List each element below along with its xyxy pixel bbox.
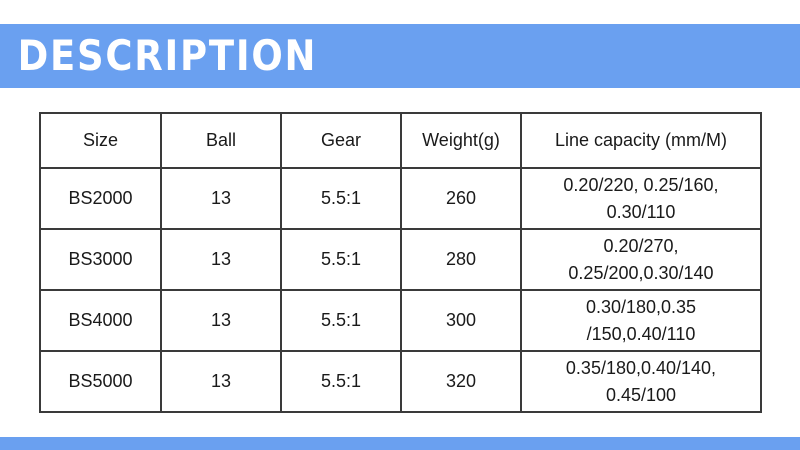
table-header-row: Size Ball Gear Weight(g) Line capacity (… bbox=[39, 112, 762, 169]
cell-weight: 260 bbox=[400, 167, 522, 230]
col-header-weight: Weight(g) bbox=[400, 112, 522, 169]
table-row: BS5000 13 5.5:1 320 0.35/180,0.40/140, 0… bbox=[39, 350, 762, 413]
col-header-ball: Ball bbox=[160, 112, 282, 169]
bottom-accent-bar bbox=[0, 437, 800, 450]
col-header-size: Size bbox=[39, 112, 162, 169]
cell-line-capacity: 0.20/270, 0.25/200,0.30/140 bbox=[520, 228, 762, 291]
table-row: BS2000 13 5.5:1 260 0.20/220, 0.25/160, … bbox=[39, 167, 762, 230]
col-header-gear: Gear bbox=[280, 112, 402, 169]
cell-size: BS5000 bbox=[39, 350, 162, 413]
cell-weight: 280 bbox=[400, 228, 522, 291]
cell-ball: 13 bbox=[160, 350, 282, 413]
cell-weight: 320 bbox=[400, 350, 522, 413]
cell-ball: 13 bbox=[160, 289, 282, 352]
banner-title: DESCRIPTION bbox=[17, 31, 318, 80]
description-banner: DESCRIPTION bbox=[0, 24, 800, 88]
cell-weight: 300 bbox=[400, 289, 522, 352]
table-row: BS4000 13 5.5:1 300 0.30/180,0.35 /150,0… bbox=[39, 289, 762, 352]
cell-ball: 13 bbox=[160, 228, 282, 291]
cell-gear: 5.5:1 bbox=[280, 167, 402, 230]
cell-line-capacity: 0.35/180,0.40/140, 0.45/100 bbox=[520, 350, 762, 413]
cell-line-capacity: 0.30/180,0.35 /150,0.40/110 bbox=[520, 289, 762, 352]
cell-line-capacity: 0.20/220, 0.25/160, 0.30/110 bbox=[520, 167, 762, 230]
table-row: BS3000 13 5.5:1 280 0.20/270, 0.25/200,0… bbox=[39, 228, 762, 291]
cell-size: BS4000 bbox=[39, 289, 162, 352]
cell-gear: 5.5:1 bbox=[280, 228, 402, 291]
col-header-line-capacity: Line capacity (mm/M) bbox=[520, 112, 762, 169]
cell-ball: 13 bbox=[160, 167, 282, 230]
cell-gear: 5.5:1 bbox=[280, 350, 402, 413]
spec-table: Size Ball Gear Weight(g) Line capacity (… bbox=[39, 112, 762, 413]
cell-size: BS2000 bbox=[39, 167, 162, 230]
cell-size: BS3000 bbox=[39, 228, 162, 291]
cell-gear: 5.5:1 bbox=[280, 289, 402, 352]
